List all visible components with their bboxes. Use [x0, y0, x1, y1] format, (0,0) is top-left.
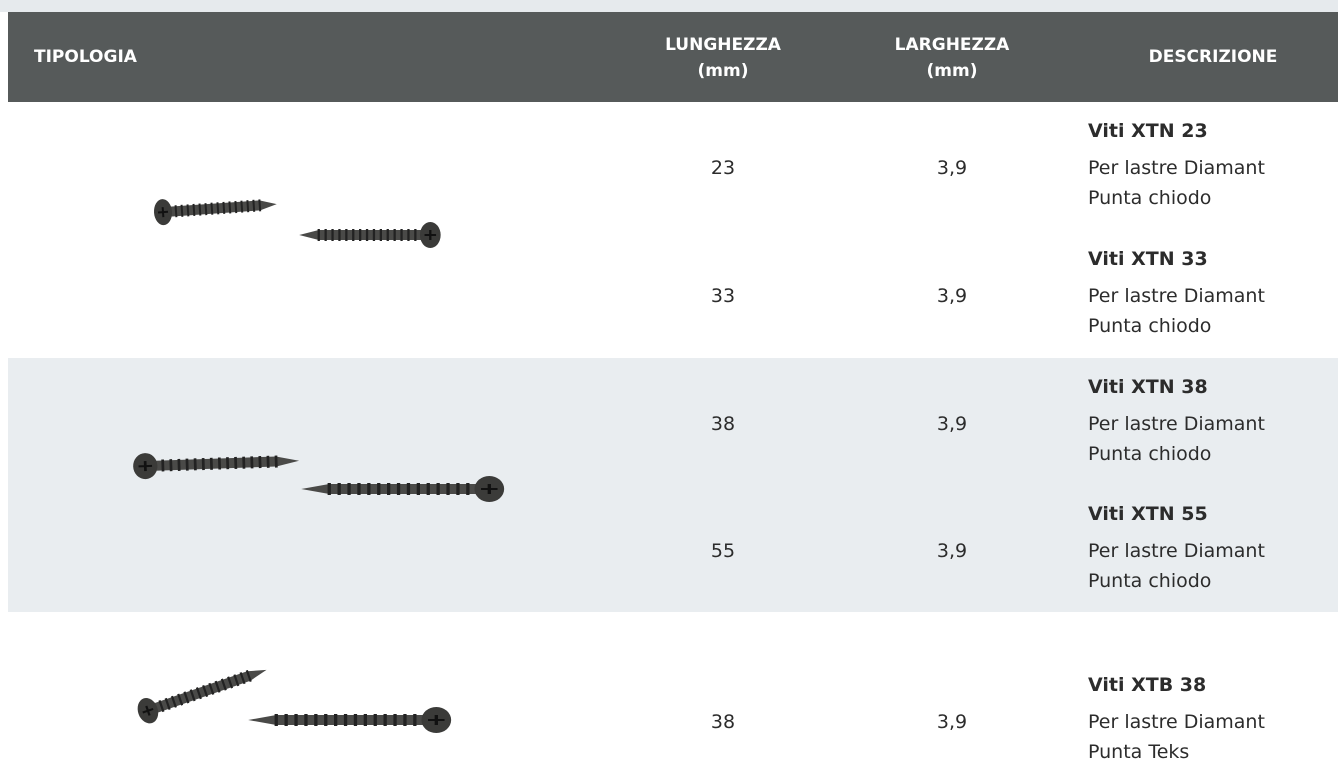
description-line: Per lastre Diamant [1088, 413, 1265, 435]
description-line: Punta chiodo [1088, 187, 1211, 209]
description-line: Punta chiodo [1088, 570, 1211, 592]
width-cell: 3,9 [937, 285, 967, 307]
screw-image [153, 191, 278, 226]
top-strip [0, 0, 1338, 12]
page: TIPOLOGIA LUNGHEZZA (mm) LARGHEZZA (mm) DESCR… [0, 0, 1338, 763]
product-name: Viti XTN 33 [1088, 248, 1208, 270]
column-title: TIPOLOGIA [34, 47, 137, 67]
column-unit: (mm) [927, 61, 978, 81]
column-title: DESCRIZIONE [1149, 47, 1278, 67]
description-line: Per lastre Diamant [1088, 540, 1265, 562]
screw-image [134, 658, 270, 727]
product-name: Viti XTN 23 [1088, 120, 1208, 142]
column-title: LUNGHEZZA [665, 35, 781, 55]
length-cell: 23 [711, 157, 735, 179]
width-cell: 3,9 [937, 540, 967, 562]
description-line: Punta chiodo [1088, 443, 1211, 465]
width-cell: 3,9 [937, 711, 967, 733]
description-line: Punta chiodo [1088, 315, 1211, 337]
width-cell: 3,9 [937, 413, 967, 435]
length-cell: 33 [711, 285, 735, 307]
screw-image [248, 707, 451, 733]
length-cell: 55 [711, 540, 735, 562]
description-line: Per lastre Diamant [1088, 711, 1265, 733]
column-title: LARGHEZZA [895, 35, 1010, 55]
description-line: Per lastre Diamant [1088, 285, 1265, 307]
width-cell: 3,9 [937, 157, 967, 179]
screw-image [299, 222, 440, 248]
description-line: Punta Teks [1088, 741, 1189, 763]
product-name: Viti XTN 55 [1088, 503, 1208, 525]
product-name: Viti XTB 38 [1088, 674, 1206, 696]
header-band [8, 12, 1338, 102]
column-unit: (mm) [698, 61, 749, 81]
length-cell: 38 [711, 711, 735, 733]
length-cell: 38 [711, 413, 735, 435]
description-line: Per lastre Diamant [1088, 157, 1265, 179]
product-name: Viti XTN 38 [1088, 376, 1208, 398]
